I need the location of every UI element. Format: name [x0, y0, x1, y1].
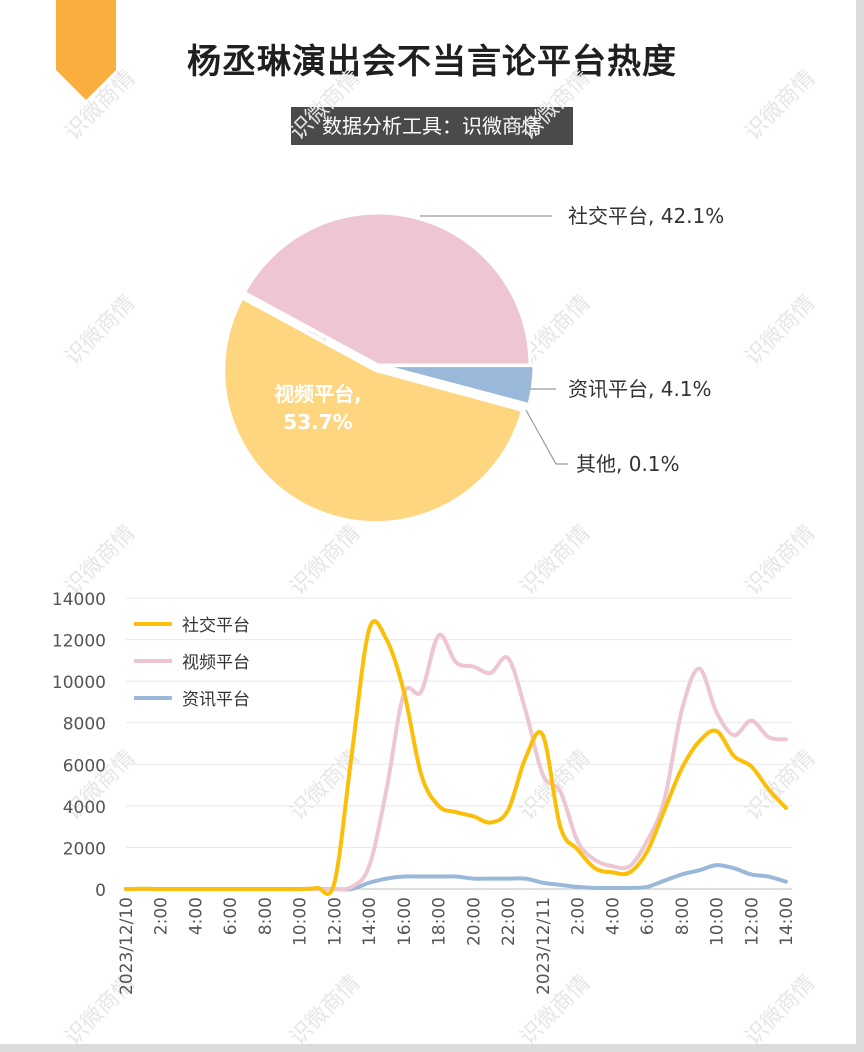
x-tick-label: 12:00	[742, 897, 762, 946]
series-line-3	[124, 863, 788, 892]
x-tick-label: 2023/12/11	[534, 897, 554, 995]
x-tick-label: 18:00	[430, 897, 450, 946]
watermark-text: 识微商情	[60, 65, 140, 145]
watermark-text: 识微商情	[740, 520, 820, 600]
watermark-text: 识微商情	[515, 65, 595, 145]
chart-subtitle: 数据分析工具：识微商情	[291, 107, 573, 145]
leader-line-other	[525, 409, 568, 465]
chart-title: 杨丞琳演出会不当言论平台热度	[187, 42, 677, 82]
x-tick-label: 4:00	[186, 897, 206, 935]
pie-label-video-value: 53.7%	[283, 410, 352, 434]
x-tick-label: 8:00	[673, 897, 693, 935]
x-tick-label: 14:00	[777, 897, 797, 946]
pie-label-other: 其他, 0.1%	[576, 452, 680, 476]
x-tick-label: 6:00	[638, 897, 658, 935]
legend-label-2: 视频平台	[182, 653, 250, 673]
line-chart: 0 2000 4000 6000 8000 10000 12000 14000 2023/12/…	[52, 590, 797, 995]
x-tick-label: 8:00	[256, 897, 276, 935]
pie-label-social: 社交平台, 42.1%	[568, 204, 724, 228]
legend-label-1: 社交平台	[182, 616, 250, 636]
x-tick-label: 14:00	[360, 897, 380, 946]
x-tick-label: 2:00	[152, 897, 172, 935]
watermark-text: 识微商情	[60, 520, 140, 600]
watermark-text: 识微商情	[285, 520, 365, 600]
x-tick-label: 10:00	[708, 897, 728, 946]
watermark-text: 识微商情	[740, 745, 820, 825]
x-tick-label: 12:00	[325, 897, 345, 946]
pie-label-news: 资讯平台, 4.1%	[568, 377, 712, 401]
x-tick-label: 10:00	[291, 897, 311, 946]
pie-slice-3	[377, 363, 527, 407]
x-tick-label: 2:00	[569, 897, 589, 935]
y-tick-label: 6000	[63, 756, 106, 776]
series-line-1	[124, 619, 788, 896]
watermark-text: 识微商情	[285, 970, 365, 1050]
y-tick-label: 2000	[63, 839, 106, 859]
x-tick-label: 2023/12/10	[117, 897, 137, 995]
legend-label-3: 资讯平台	[182, 690, 250, 710]
x-tick-label: 20:00	[464, 897, 484, 946]
x-tick-label: 22:00	[499, 897, 519, 946]
y-tick-label: 14000	[52, 590, 106, 610]
x-tick-label: 16:00	[395, 897, 415, 946]
watermark-text: 识微商情	[60, 290, 140, 370]
watermark-text: 识微商情	[515, 970, 595, 1050]
pie-chart: 社交平台, 42.1% 资讯平台, 4.1% 其他, 0.1% 视频平台, 53.7%	[222, 204, 724, 525]
y-tick-label: 4000	[63, 798, 106, 818]
watermark-text: 识微商情	[740, 290, 820, 370]
pie-label-video-name: 视频平台,	[274, 382, 362, 406]
y-tick-label: 10000	[52, 673, 106, 693]
pie-slice-4	[222, 296, 525, 525]
watermark-text: 识微商情	[515, 520, 595, 600]
y-tick-label: 12000	[52, 632, 106, 652]
watermark-text: 识微商情	[285, 65, 365, 145]
y-tick-label: 8000	[63, 715, 106, 735]
watermark-text: 识微商情	[740, 65, 820, 145]
bookmark-ribbon-icon	[56, 0, 116, 100]
y-tick-label: 0	[95, 881, 106, 901]
x-tick-label: 6:00	[221, 897, 241, 935]
pie-slice-1	[242, 211, 532, 367]
watermark-text: 识微商情	[740, 970, 820, 1050]
watermark-text: 识微商情	[285, 745, 365, 825]
x-tick-label: 4:00	[603, 897, 623, 935]
